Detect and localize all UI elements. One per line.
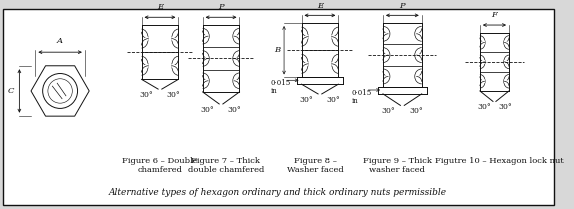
Text: B: B (274, 46, 280, 54)
Text: F: F (491, 11, 497, 19)
Text: P: P (400, 1, 405, 10)
Text: Figure 6 – Double
chamfered: Figure 6 – Double chamfered (122, 157, 198, 174)
Text: P: P (218, 4, 224, 11)
Text: 30°: 30° (228, 106, 241, 114)
Text: 30°: 30° (498, 103, 512, 111)
Text: 0·015: 0·015 (270, 79, 291, 87)
Circle shape (48, 79, 72, 103)
Polygon shape (31, 66, 89, 116)
Text: 30°: 30° (477, 103, 491, 111)
Text: in: in (270, 87, 277, 95)
Text: 0·015: 0·015 (352, 89, 372, 97)
Text: 30°: 30° (300, 96, 313, 104)
Text: C: C (8, 87, 14, 95)
Circle shape (42, 74, 77, 108)
Text: 30°: 30° (410, 107, 424, 115)
Text: 30°: 30° (201, 106, 215, 114)
Text: Alternative types of hexagon ordinary and thick ordinary nuts permissible: Alternative types of hexagon ordinary an… (109, 188, 447, 197)
Text: 30°: 30° (381, 107, 395, 115)
Text: E: E (157, 4, 163, 11)
Text: Figure 9 – Thick
washer faced: Figure 9 – Thick washer faced (363, 157, 432, 174)
Text: A: A (57, 37, 63, 45)
Text: Figure 8 –
Washer faced: Figure 8 – Washer faced (286, 157, 343, 174)
Text: Figutre 10 – Hexagon lock nut: Figutre 10 – Hexagon lock nut (435, 157, 564, 165)
Text: Figure 7 – Thick
double chamfered: Figure 7 – Thick double chamfered (188, 157, 264, 174)
Text: in: in (352, 97, 359, 105)
Text: 30°: 30° (139, 91, 153, 99)
Text: E: E (317, 1, 323, 10)
Text: 30°: 30° (166, 91, 180, 99)
Text: 30°: 30° (327, 96, 340, 104)
